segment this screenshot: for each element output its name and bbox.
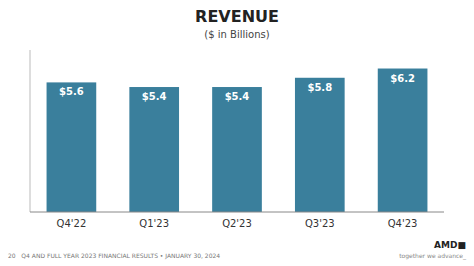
x-ticks: Q4'22 Q1'23 Q2'23 Q3'23 Q4'23 xyxy=(57,218,418,229)
bar xyxy=(378,69,428,212)
bar xyxy=(47,82,97,212)
data-label: $6.2 xyxy=(390,73,415,84)
title: REVENUE xyxy=(195,7,279,26)
data-label: $5.6 xyxy=(59,86,84,97)
y-axis-line xyxy=(30,50,31,212)
x-tick-label: Q2'23 xyxy=(222,218,252,229)
bar xyxy=(129,87,179,212)
x-tick-label: Q1'23 xyxy=(139,218,169,229)
x-tick-label: Q3'23 xyxy=(305,218,335,229)
logo: AMD■ xyxy=(434,240,466,250)
data-label: $5.4 xyxy=(225,91,250,102)
footer: 20 Q4 AND FULL YEAR 2023 FINANCIAL RESUL… xyxy=(8,252,220,260)
x-tick-label: Q4'22 xyxy=(57,218,87,229)
chart: REVENUE ($ in Billions) $5.6 $5.4 $5.4 $5.8 $6… xyxy=(0,0,474,266)
logo-tagline: together we advance_ xyxy=(399,252,467,260)
bar xyxy=(295,78,345,212)
data-label: $5.8 xyxy=(307,82,332,93)
subtitle: ($ in Billions) xyxy=(204,29,269,40)
data-label: $5.4 xyxy=(142,91,167,102)
bars xyxy=(47,69,428,212)
bar xyxy=(212,87,262,212)
x-tick-label: Q4'23 xyxy=(388,218,418,229)
data-labels: $5.6 $5.4 $5.4 $5.8 $6.2 xyxy=(59,73,415,103)
x-axis-line xyxy=(30,212,444,213)
